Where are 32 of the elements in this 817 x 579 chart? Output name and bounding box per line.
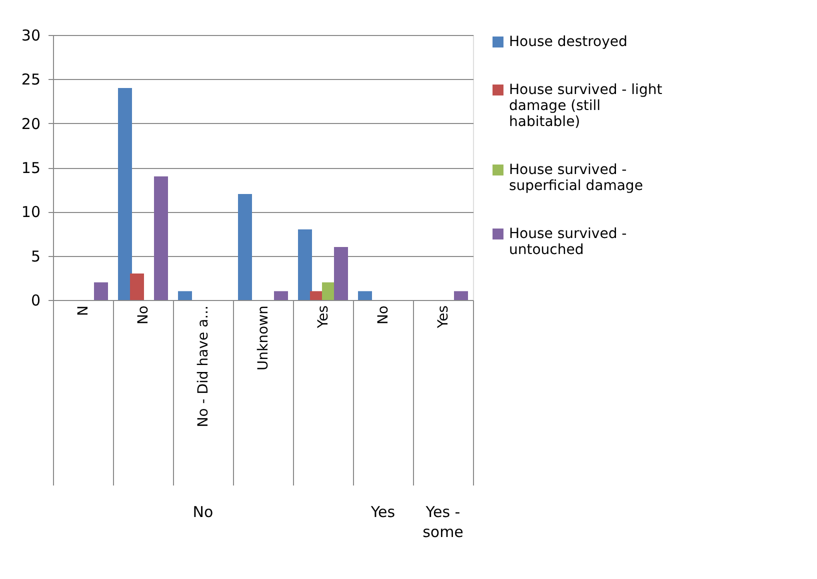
x-tick-label: No - Did have a... xyxy=(196,306,212,428)
bar xyxy=(454,291,468,300)
bar xyxy=(130,274,144,300)
x-tick-label: Unknown xyxy=(256,306,272,370)
bar xyxy=(178,291,192,300)
x-tick-label: No xyxy=(376,306,392,325)
bar xyxy=(274,291,288,300)
bar xyxy=(118,88,132,300)
x-tick-label: Yes xyxy=(436,306,452,330)
bar xyxy=(154,176,168,300)
y-tick-label: 30 xyxy=(21,26,40,44)
y-tick-label: 5 xyxy=(30,247,40,266)
y-tick-label: 20 xyxy=(21,114,40,133)
y-tick-label: 0 xyxy=(30,292,40,310)
bar xyxy=(238,194,252,300)
y-tick-label: 10 xyxy=(21,203,40,222)
legend-label: House survived - superficial damage xyxy=(509,162,643,194)
bar xyxy=(334,247,348,300)
legend-label: House survived - untouched xyxy=(509,226,627,258)
bar xyxy=(94,282,108,300)
legend-label: House destroyed xyxy=(509,34,628,50)
text: Yes - some xyxy=(422,503,464,541)
y-tick-label: 25 xyxy=(21,70,40,89)
text: Yes xyxy=(370,503,396,521)
y-tick-label: 15 xyxy=(21,159,40,177)
bar xyxy=(358,291,372,300)
text: No xyxy=(192,503,214,521)
bar xyxy=(298,229,312,300)
x-tick-label: No xyxy=(136,306,152,325)
legend-label: House survived - light damage (still habitable) xyxy=(509,82,663,130)
x-tick-label: N xyxy=(76,306,92,316)
x-tick-label: Yes xyxy=(316,306,332,330)
